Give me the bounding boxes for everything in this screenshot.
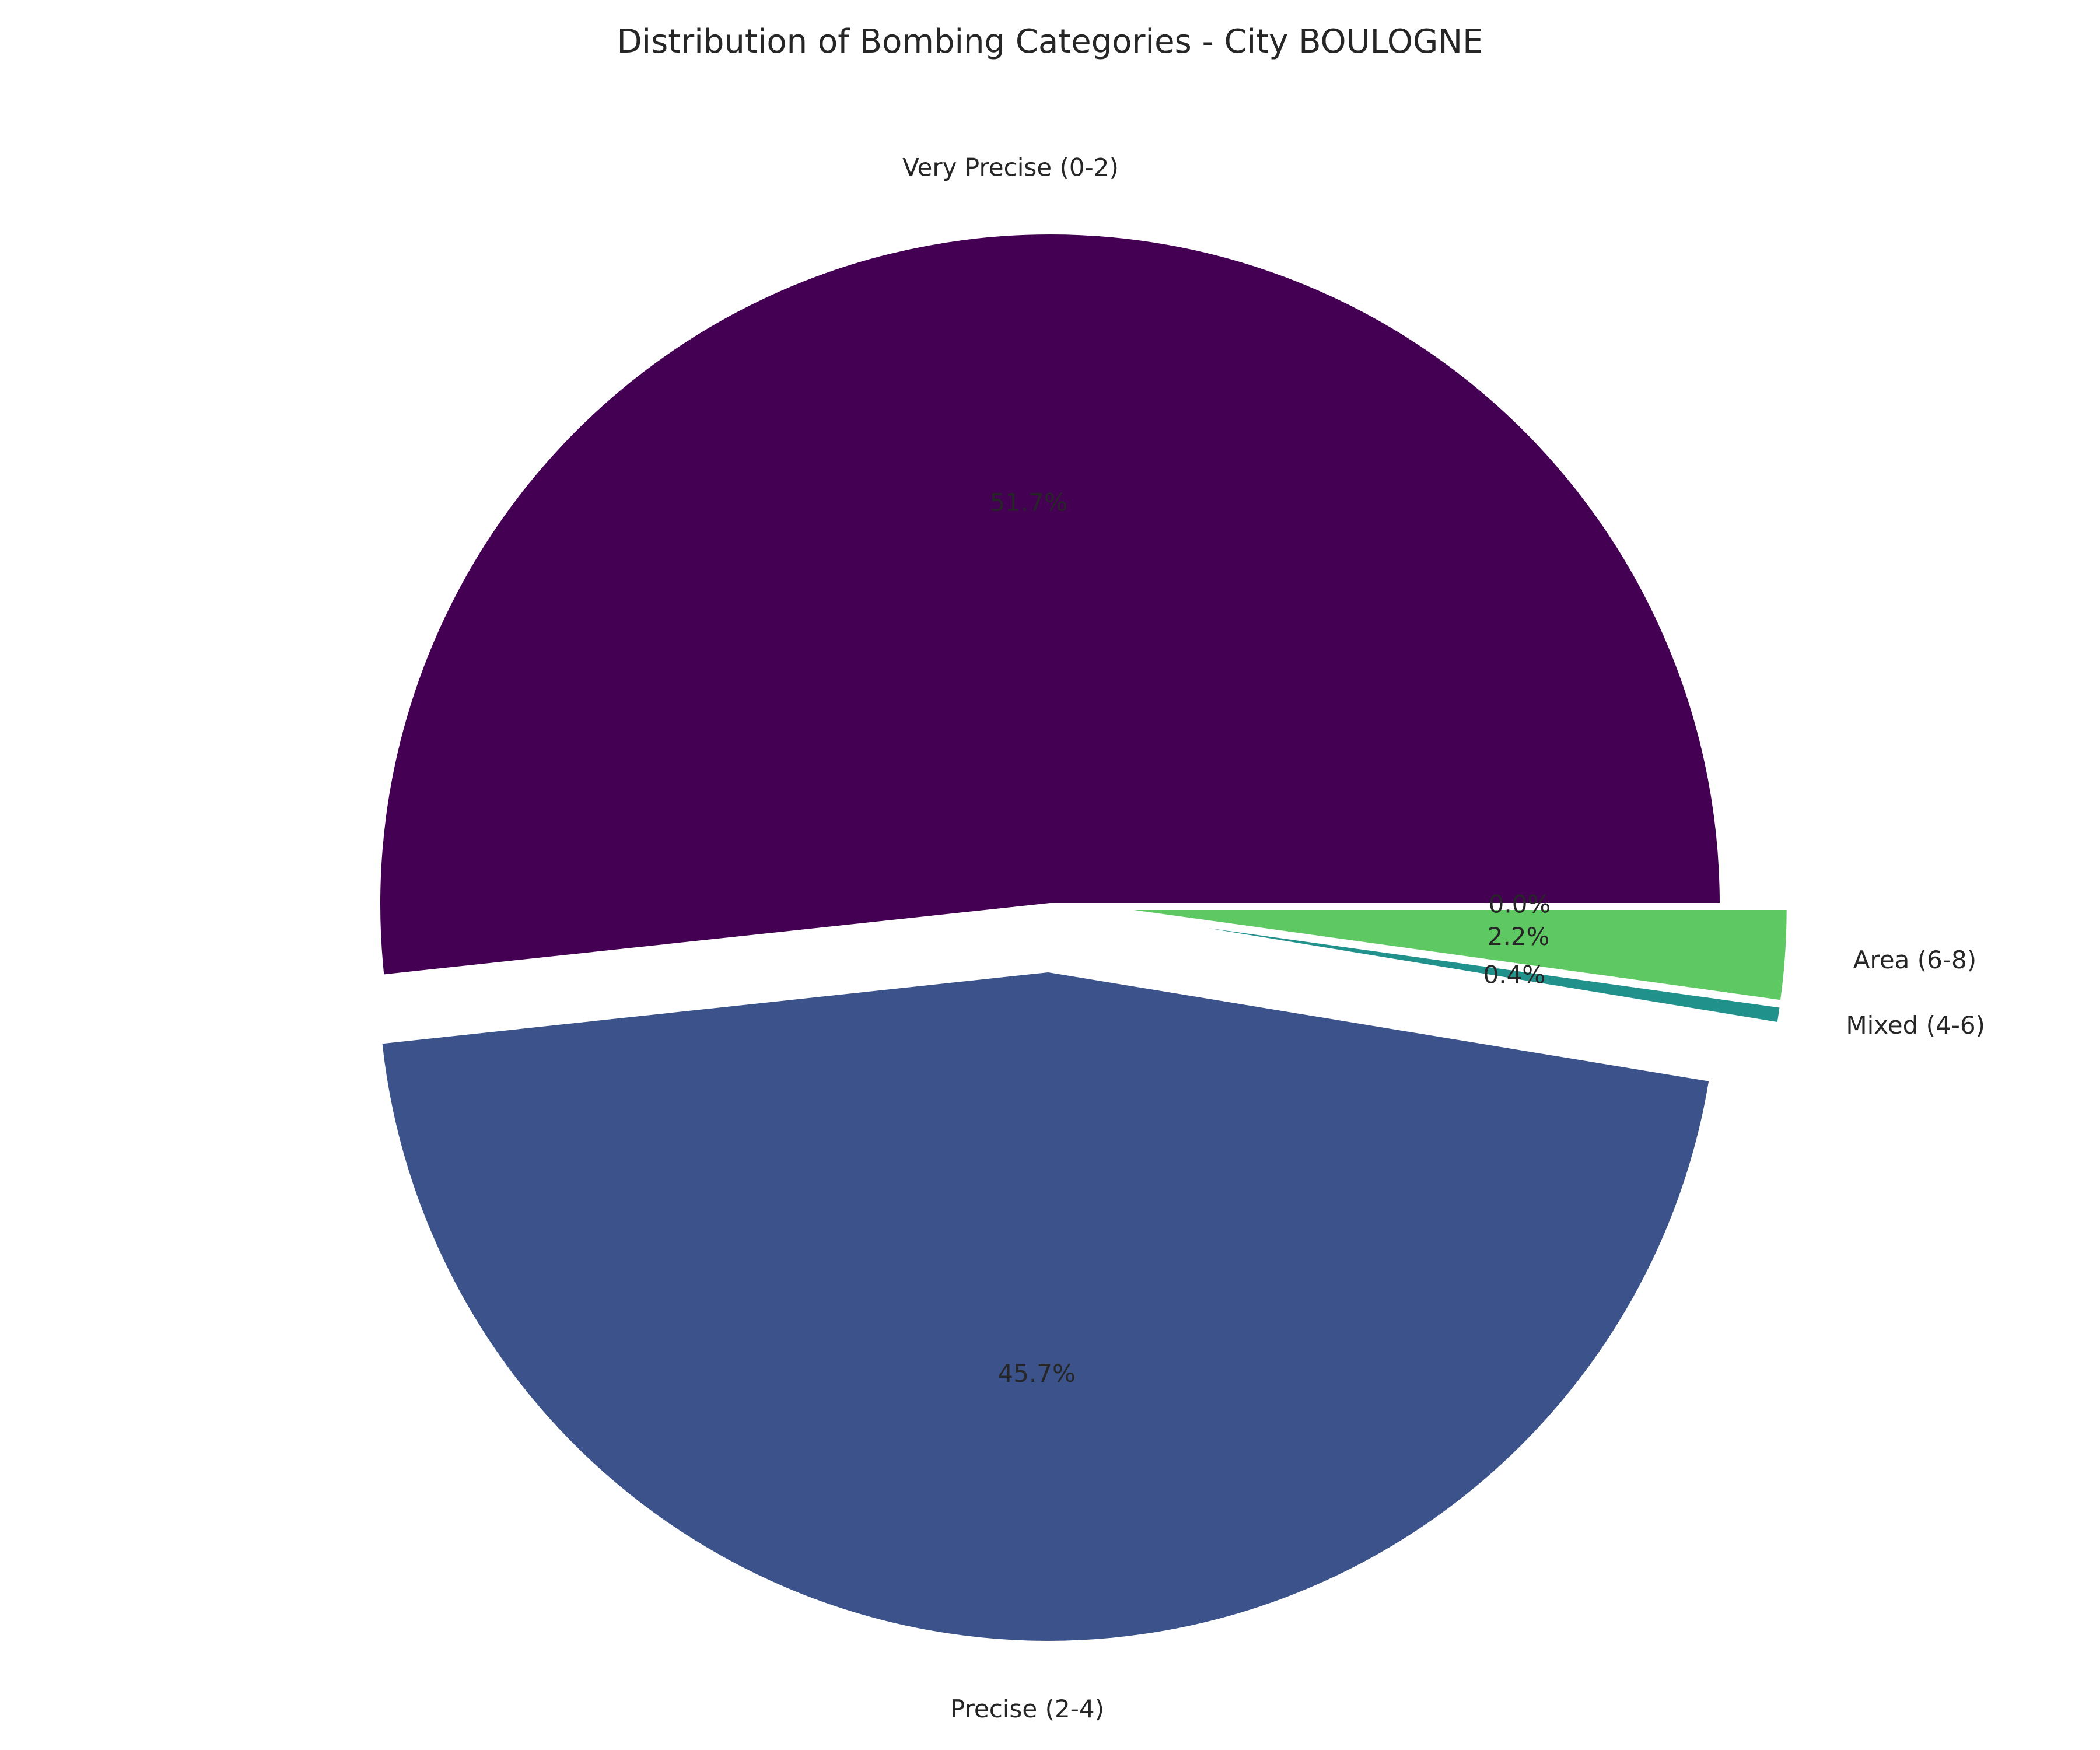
pie-pct-label-precise-2-4: 45.7% xyxy=(998,1359,1076,1388)
pie-category-label-area-6-8: Area (6-8) xyxy=(1853,946,1976,974)
pie-slice-area-6-8 xyxy=(1116,907,1789,1003)
pie-pct-label-area-6-8: 2.2% xyxy=(1488,922,1550,951)
pie-category-label-mixed-4-6: Mixed (4-6) xyxy=(1846,1011,1985,1040)
pie-slice-precise-2-4 xyxy=(380,970,1712,1643)
pie-labels: 51.7% Very Precise (0-2) 45.7% Precise (2-4… xyxy=(902,153,1985,1723)
pie-pct-label-unlabeled: 0.0% xyxy=(1489,890,1551,919)
pie-pct-label-mixed-4-6: 0.4% xyxy=(1483,960,1546,989)
pie-slice-mixed-4-6 xyxy=(1116,913,1782,1025)
pie-slice-very-precise-0-2 xyxy=(378,232,1723,977)
pie-pct-label-very-precise-0-2: 51.7% xyxy=(989,488,1067,516)
pie-slices xyxy=(378,232,1789,1643)
pie-category-label-precise-2-4: Precise (2-4) xyxy=(950,1695,1104,1723)
chart-title: Distribution of Bombing Categories - Cit… xyxy=(617,23,1483,61)
pie-category-label-very-precise-0-2: Very Precise (0-2) xyxy=(902,153,1119,181)
